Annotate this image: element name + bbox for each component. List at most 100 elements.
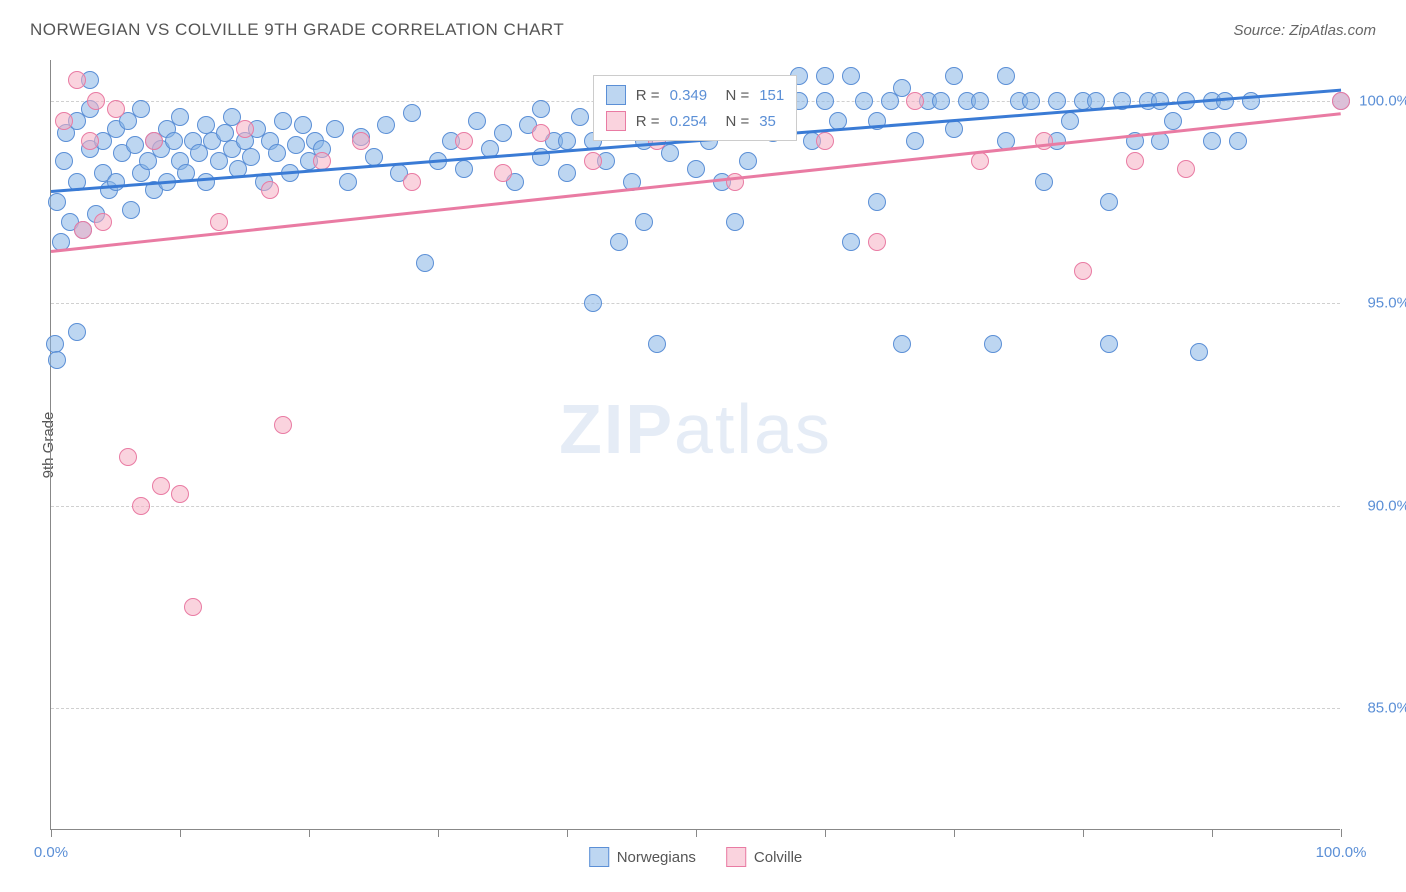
scatter-point <box>584 152 602 170</box>
scatter-point <box>171 485 189 503</box>
legend-swatch <box>726 847 746 867</box>
legend-n-value: 35 <box>759 113 776 130</box>
x-tick <box>954 829 955 837</box>
scatter-point <box>1048 92 1066 110</box>
x-tick <box>1212 829 1213 837</box>
scatter-point <box>455 132 473 150</box>
x-tick <box>180 829 181 837</box>
gridline-horizontal <box>51 506 1340 507</box>
legend-n-label: N = <box>717 113 749 130</box>
scatter-point <box>1151 132 1169 150</box>
scatter-point <box>842 233 860 251</box>
scatter-point <box>274 112 292 130</box>
legend-swatch <box>606 85 626 105</box>
scatter-point <box>46 335 64 353</box>
legend-n-label: N = <box>717 87 749 104</box>
scatter-point <box>55 152 73 170</box>
scatter-point <box>326 120 344 138</box>
scatter-point <box>648 335 666 353</box>
scatter-point <box>1061 112 1079 130</box>
scatter-point <box>48 193 66 211</box>
scatter-point <box>726 213 744 231</box>
scatter-point <box>1332 92 1350 110</box>
scatter-point <box>842 67 860 85</box>
scatter-point <box>468 112 486 130</box>
scatter-point <box>132 100 150 118</box>
scatter-point <box>74 221 92 239</box>
scatter-point <box>635 213 653 231</box>
scatter-point <box>171 108 189 126</box>
watermark: ZIPatlas <box>559 389 832 469</box>
plot-area: ZIPatlas 85.0%90.0%95.0%100.0%0.0%100.0%… <box>50 60 1340 830</box>
legend-box: R = 0.349 N = 151R = 0.254 N = 35 <box>593 75 797 141</box>
scatter-point <box>87 92 105 110</box>
scatter-point <box>532 100 550 118</box>
scatter-point <box>132 497 150 515</box>
scatter-point <box>739 152 757 170</box>
scatter-point <box>997 67 1015 85</box>
scatter-point <box>268 144 286 162</box>
y-tick-label: 100.0% <box>1359 92 1406 109</box>
x-tick-label: 0.0% <box>34 844 68 861</box>
x-tick <box>696 829 697 837</box>
y-tick-label: 95.0% <box>1367 295 1406 312</box>
scatter-point <box>532 124 550 142</box>
scatter-point <box>1100 193 1118 211</box>
scatter-point <box>165 132 183 150</box>
scatter-point <box>184 598 202 616</box>
legend-n-value: 151 <box>759 87 784 104</box>
legend-swatch <box>606 111 626 131</box>
scatter-point <box>261 181 279 199</box>
scatter-point <box>68 71 86 89</box>
scatter-point <box>1126 152 1144 170</box>
scatter-point <box>1164 112 1182 130</box>
legend-label: Norwegians <box>617 849 696 866</box>
scatter-point <box>274 416 292 434</box>
legend-r-label: R = <box>636 113 660 130</box>
scatter-point <box>55 112 73 130</box>
x-tick <box>51 829 52 837</box>
scatter-point <box>906 92 924 110</box>
legend-label: Colville <box>754 849 802 866</box>
bottom-legend: Norwegians Colville <box>589 847 803 867</box>
scatter-point <box>1190 343 1208 361</box>
scatter-point <box>971 92 989 110</box>
scatter-point <box>571 108 589 126</box>
scatter-point <box>197 173 215 191</box>
scatter-point <box>455 160 473 178</box>
scatter-point <box>932 92 950 110</box>
x-tick <box>438 829 439 837</box>
scatter-point <box>126 136 144 154</box>
scatter-point <box>1177 160 1195 178</box>
x-tick <box>1083 829 1084 837</box>
scatter-point <box>893 335 911 353</box>
scatter-point <box>1022 92 1040 110</box>
scatter-point <box>558 164 576 182</box>
bottom-legend-item: Norwegians <box>589 847 696 867</box>
scatter-point <box>242 148 260 166</box>
gridline-horizontal <box>51 708 1340 709</box>
scatter-point <box>855 92 873 110</box>
scatter-point <box>210 213 228 231</box>
scatter-point <box>48 351 66 369</box>
scatter-point <box>584 294 602 312</box>
scatter-point <box>339 173 357 191</box>
scatter-point <box>416 254 434 272</box>
scatter-point <box>1151 92 1169 110</box>
scatter-point <box>868 193 886 211</box>
scatter-point <box>1035 173 1053 191</box>
scatter-point <box>119 448 137 466</box>
scatter-point <box>1229 132 1247 150</box>
chart-container: 9th Grade ZIPatlas 85.0%90.0%95.0%100.0%… <box>50 60 1370 830</box>
legend-r-value: 0.254 <box>670 113 708 130</box>
x-tick <box>567 829 568 837</box>
scatter-point <box>494 124 512 142</box>
scatter-point <box>868 233 886 251</box>
source-attribution: Source: ZipAtlas.com <box>1233 22 1376 39</box>
bottom-legend-item: Colville <box>726 847 802 867</box>
legend-row: R = 0.349 N = 151 <box>606 82 784 108</box>
scatter-point <box>494 164 512 182</box>
legend-r-label: R = <box>636 87 660 104</box>
scatter-point <box>687 160 705 178</box>
scatter-point <box>1074 262 1092 280</box>
